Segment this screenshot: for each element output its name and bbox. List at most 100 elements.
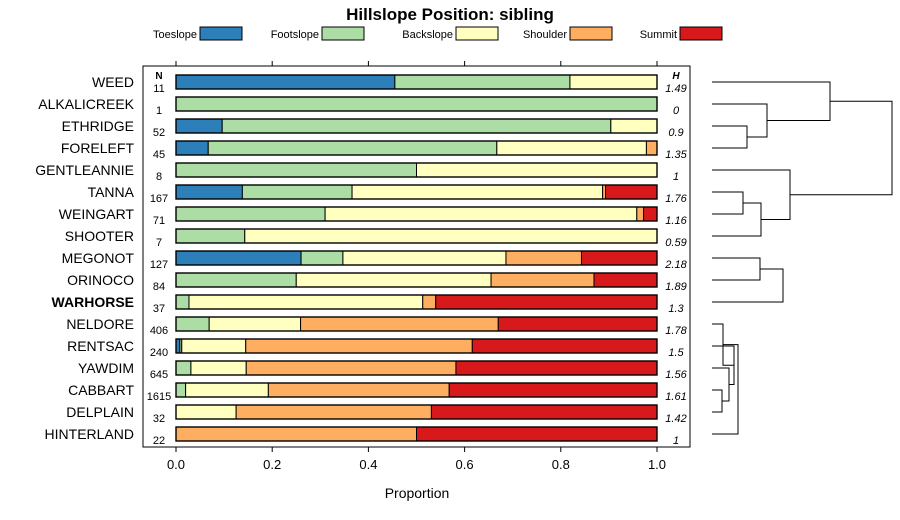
h-value: 2.18 <box>664 259 687 271</box>
bar-segment-footslope <box>175 228 246 244</box>
dendrogram-branch <box>712 81 831 121</box>
bar-segment-footslope <box>175 162 417 178</box>
n-value: 45 <box>153 149 165 161</box>
bar-outline <box>175 184 658 200</box>
row-rentsac: RENTSAC 240 1.5 <box>67 338 684 359</box>
n-value: 240 <box>150 347 168 359</box>
legend-label-summit: Summit <box>640 29 677 41</box>
h-value: 1.56 <box>665 369 687 381</box>
h-value: 1.35 <box>665 149 687 161</box>
row-label: WEED <box>92 74 134 90</box>
h-value: 0.59 <box>665 237 686 249</box>
bar-segment-footslope <box>175 96 658 112</box>
row-label: NELDORE <box>66 316 134 332</box>
dendrogram-branch <box>712 125 748 149</box>
dendrogram-branch <box>712 389 723 413</box>
row-warhorse: WARHORSE 37 1.3 <box>52 294 685 315</box>
bar-outline <box>175 316 658 332</box>
row-label: FORELEFT <box>61 140 135 156</box>
n-value: 1 <box>156 105 162 117</box>
bar-segment-shoulder <box>235 404 432 420</box>
n-value: 71 <box>153 215 165 227</box>
n-value: 37 <box>153 303 165 315</box>
n-value: 645 <box>150 369 168 381</box>
bar-segment-toeslope <box>175 74 396 90</box>
bar-segment-backslope <box>324 206 638 222</box>
x-tick-label: 0.0 <box>167 457 185 472</box>
bar-segment-backslope <box>610 118 658 134</box>
n-value: 1615 <box>147 391 171 403</box>
bar-outline <box>175 162 658 178</box>
bar-segment-backslope <box>416 162 658 178</box>
bar-segment-summit <box>455 360 658 376</box>
dendrogram-branch <box>712 169 791 220</box>
dendrogram <box>712 81 893 435</box>
bar-outline <box>175 74 658 90</box>
row-hinterland: HINTERLAND 22 1 <box>45 426 680 447</box>
row-orinoco: ORINOCO 84 1.89 <box>67 272 687 293</box>
bar-segment-toeslope <box>175 250 302 266</box>
bar-segment-summit <box>643 206 658 222</box>
row-weed: WEED 11 1.49 <box>92 74 687 95</box>
row-label: TANNA <box>88 184 135 200</box>
bar-segment-backslope <box>175 404 237 420</box>
h-value: 1 <box>673 171 679 183</box>
row-gentleannie: GENTLEANNIE 8 1 <box>35 162 679 183</box>
row-foreleft: FORELEFT 45 1.35 <box>61 140 688 161</box>
legend-label-footslope: Footslope <box>271 29 319 41</box>
bar-segment-footslope <box>175 272 297 288</box>
bar-outline <box>175 272 658 288</box>
bar-segment-toeslope <box>175 140 209 156</box>
dendrogram-branch <box>712 257 761 281</box>
bar-segment-summit <box>416 426 658 442</box>
h-value: 1.16 <box>665 215 687 227</box>
chart-title: Hillslope Position: sibling <box>346 5 554 24</box>
x-axis-title: Proportion <box>385 485 450 501</box>
bar-segment-footslope <box>175 316 210 332</box>
plot-frame <box>142 65 691 448</box>
row-neldore: NELDORE 406 1.78 <box>66 316 687 337</box>
bar-segment-footslope <box>241 184 353 200</box>
bar-segment-shoulder <box>245 360 457 376</box>
h-value: 1.49 <box>665 83 686 95</box>
bar-segment-summit <box>471 338 658 354</box>
dendrogram-branch <box>712 191 744 215</box>
row-alkalicreek: ALKALICREEK 1 0 <box>38 96 680 117</box>
bar-segment-shoulder <box>267 382 450 398</box>
bar-segment-footslope <box>175 382 187 398</box>
row-label: CABBART <box>68 382 134 398</box>
legend-label-backslope: Backslope <box>402 29 453 41</box>
x-tick-label: 0.2 <box>263 457 281 472</box>
h-value: 1.3 <box>668 303 684 315</box>
bar-outline <box>175 118 658 134</box>
row-label: MEGONOT <box>62 250 135 266</box>
legend-swatch-backslope <box>455 26 499 41</box>
bar-segment-toeslope <box>175 184 243 200</box>
h-value: 1 <box>673 435 679 447</box>
h-value: 1.61 <box>665 391 686 403</box>
bar-segment-backslope <box>185 382 269 398</box>
bar-segment-toeslope <box>175 118 223 134</box>
legend-label-shoulder: Shoulder <box>523 29 567 41</box>
x-tick-label: 0.8 <box>552 457 570 472</box>
bar-outline <box>175 206 658 222</box>
row-label: ETHRIDGE <box>62 118 134 134</box>
bar-segment-summit <box>605 184 658 200</box>
bar-segment-backslope <box>295 272 492 288</box>
dendrogram-branch <box>790 100 893 196</box>
bar-segment-footslope <box>175 360 192 376</box>
row-delplain: DELPLAIN 32 1.42 <box>66 404 686 425</box>
dendrogram-branch <box>712 367 730 402</box>
bar-outline <box>175 338 658 354</box>
n-value: 84 <box>153 281 165 293</box>
row-label: HINTERLAND <box>45 426 134 442</box>
bar-segment-shoulder <box>300 316 499 332</box>
row-label: WEINGART <box>59 206 135 222</box>
bar-segment-summit <box>497 316 658 332</box>
bar-segment-shoulder <box>645 140 658 156</box>
n-value: 7 <box>156 237 162 249</box>
bar-segment-summit <box>448 382 658 398</box>
bar-segment-shoulder <box>175 426 417 442</box>
bar-outline <box>175 360 658 376</box>
